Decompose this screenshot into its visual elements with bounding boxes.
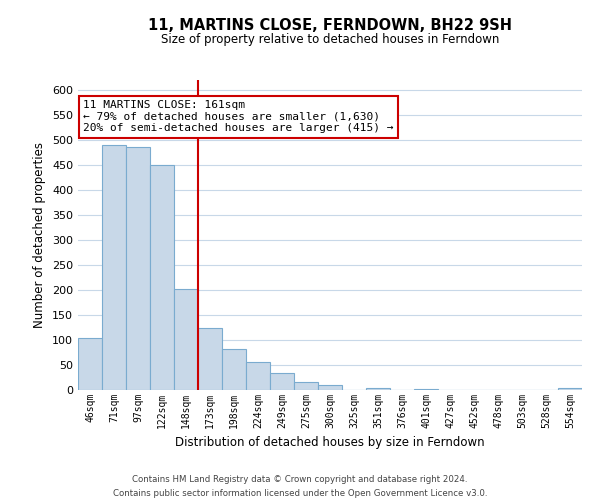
Text: 11, MARTINS CLOSE, FERNDOWN, BH22 9SH: 11, MARTINS CLOSE, FERNDOWN, BH22 9SH bbox=[148, 18, 512, 32]
Bar bbox=[198, 328, 222, 390]
Text: 11 MARTINS CLOSE: 161sqm
← 79% of detached houses are smaller (1,630)
20% of sem: 11 MARTINS CLOSE: 161sqm ← 79% of detach… bbox=[83, 100, 394, 134]
Y-axis label: Number of detached properties: Number of detached properties bbox=[34, 142, 46, 328]
Bar bbox=[294, 382, 318, 390]
Bar bbox=[318, 385, 342, 390]
Bar bbox=[366, 388, 390, 390]
Bar bbox=[126, 146, 150, 390]
X-axis label: Distribution of detached houses by size in Ferndown: Distribution of detached houses by size … bbox=[175, 436, 485, 450]
Text: Size of property relative to detached houses in Ferndown: Size of property relative to detached ho… bbox=[161, 32, 499, 46]
Bar bbox=[150, 165, 174, 390]
Bar bbox=[270, 372, 294, 390]
Bar bbox=[246, 362, 270, 390]
Bar bbox=[78, 338, 102, 390]
Bar bbox=[414, 388, 438, 390]
Bar bbox=[102, 145, 126, 390]
Bar bbox=[222, 348, 246, 390]
Bar bbox=[558, 388, 582, 390]
Text: Contains HM Land Registry data © Crown copyright and database right 2024.
Contai: Contains HM Land Registry data © Crown c… bbox=[113, 476, 487, 498]
Bar bbox=[174, 289, 198, 390]
